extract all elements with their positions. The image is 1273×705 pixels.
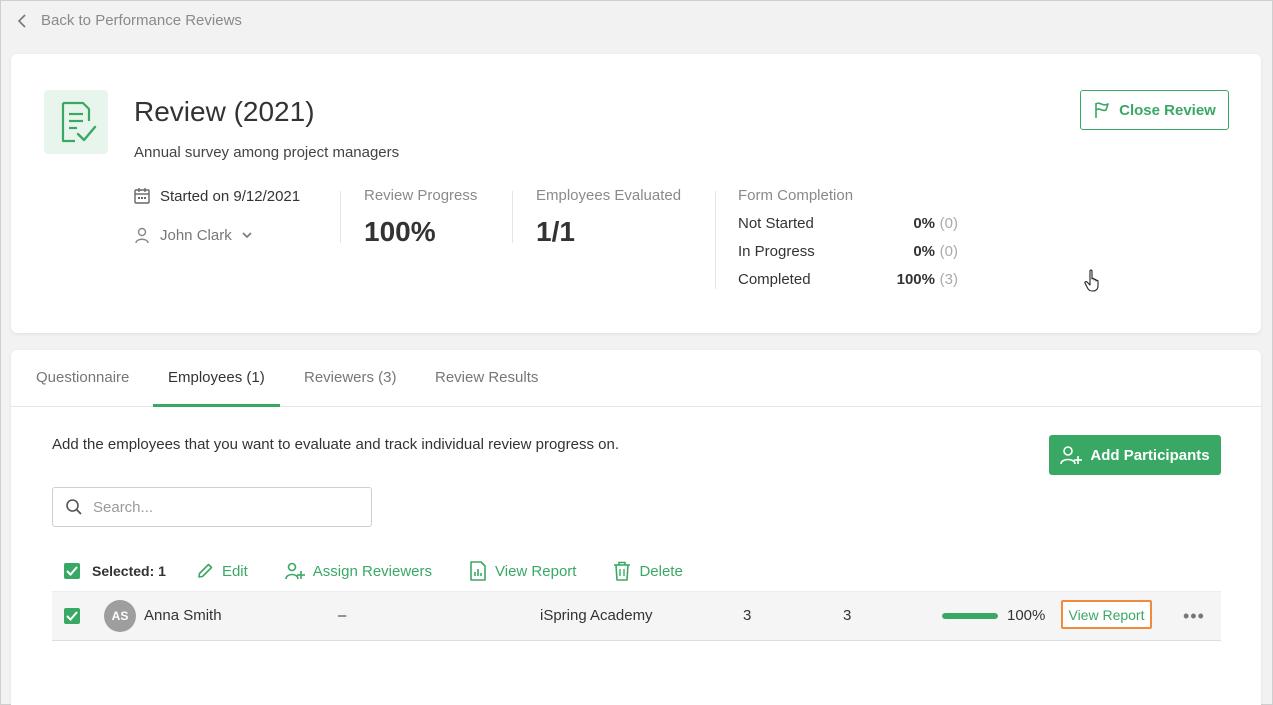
fc-label: In Progress [738, 243, 815, 260]
user-icon [135, 227, 149, 244]
start-date-text: Started on 9/12/2021 [160, 187, 301, 205]
form-completion-row-completed: Completed 100% (3) [738, 271, 958, 291]
employee-position: – [338, 607, 347, 624]
tab-reviewers[interactable]: Reviewers (3) [304, 369, 397, 386]
form-completion-row-in-progress: In Progress 0% (0) [738, 243, 958, 263]
report-icon [470, 561, 486, 581]
fc-percent: 0% [913, 243, 935, 260]
form-completion-row-not-started: Not Started 0% (0) [738, 215, 958, 235]
add-user-icon [284, 562, 305, 580]
fc-percent: 0% [913, 215, 935, 232]
table-row[interactable]: AS Anna Smith – iSpring Academy 3 3 100%… [52, 591, 1221, 641]
review-header-card: Review (2021) Annual survey among projec… [11, 54, 1261, 333]
calendar-icon [134, 188, 150, 204]
employees-panel: Questionnaire Employees (1) Reviewers (3… [11, 350, 1261, 705]
close-review-button[interactable]: Close Review [1080, 90, 1229, 130]
review-document-icon [44, 90, 108, 154]
fc-count: (3) [939, 271, 958, 288]
add-participants-label: Add Participants [1090, 446, 1210, 464]
add-user-icon [1060, 446, 1083, 465]
select-all-checkbox[interactable] [64, 563, 80, 579]
avatar: AS [104, 600, 136, 632]
bulk-action-bar: Selected: 1 Edit Assign Reviewers [64, 559, 683, 583]
checkmark-icon [66, 566, 78, 576]
fc-label: Not Started [738, 215, 814, 232]
fc-label: Completed [738, 271, 811, 288]
row-view-report-link[interactable]: View Report [1061, 600, 1152, 629]
search-input[interactable] [93, 498, 353, 516]
selected-count: Selected: 1 [92, 563, 166, 579]
tab-review-results[interactable]: Review Results [435, 369, 539, 386]
employees-evaluated-label: Employees Evaluated [536, 187, 682, 204]
more-options-icon[interactable]: ••• [1183, 606, 1205, 626]
chevron-down-icon [242, 232, 252, 239]
assign-reviewers-label: Assign Reviewers [312, 562, 433, 580]
pencil-icon [198, 563, 213, 578]
fc-count: (0) [939, 215, 958, 232]
owner-name: John Clark [160, 226, 232, 244]
back-link-label: Back to Performance Reviews [41, 12, 242, 29]
trash-icon [614, 561, 631, 581]
search-icon [66, 499, 82, 515]
delete-button[interactable]: Delete [613, 561, 683, 581]
employee-progress-percent: 100% [1007, 607, 1046, 624]
employee-department: iSpring Academy [540, 607, 653, 624]
review-owner-dropdown[interactable]: John Clark [133, 226, 253, 244]
edit-button[interactable]: Edit [196, 562, 248, 580]
divider [715, 191, 716, 289]
employee-column-value: 3 [843, 607, 852, 624]
review-subtitle: Annual survey among project managers [134, 144, 400, 161]
employee-progress-bar [942, 613, 998, 619]
row-checkbox[interactable] [64, 608, 80, 624]
active-tab-indicator [153, 404, 280, 407]
checkmark-icon [66, 611, 78, 621]
document-check-icon [61, 101, 97, 143]
review-tabs: Questionnaire Employees (1) Reviewers (3… [11, 350, 1261, 407]
employees-evaluated-value: 1/1 [536, 216, 575, 247]
flag-icon [1095, 102, 1109, 118]
fc-count: (0) [939, 243, 958, 260]
fc-percent: 100% [896, 271, 935, 288]
tab-questionnaire[interactable]: Questionnaire [36, 369, 130, 386]
hand-cursor-icon [1084, 269, 1099, 292]
employee-name: Anna Smith [144, 607, 222, 624]
view-report-button[interactable]: View Report [469, 561, 576, 581]
employee-search [52, 487, 372, 527]
review-start-date: Started on 9/12/2021 [133, 187, 300, 205]
employees-description: Add the employees that you want to evalu… [52, 436, 619, 453]
employee-column-value: 3 [743, 607, 752, 624]
review-title: Review (2021) [134, 96, 315, 127]
progress-fill [942, 613, 998, 619]
form-completion-label: Form Completion [738, 187, 854, 204]
add-participants-button[interactable]: Add Participants [1049, 435, 1221, 475]
chevron-left-icon [17, 13, 26, 28]
view-report-label: View Report [495, 562, 577, 580]
divider [512, 191, 513, 243]
back-to-reviews-link[interactable]: Back to Performance Reviews [17, 12, 242, 29]
divider [340, 191, 341, 243]
tab-employees[interactable]: Employees (1) [168, 369, 265, 386]
delete-label: Delete [639, 562, 683, 580]
assign-reviewers-button[interactable]: Assign Reviewers [284, 561, 433, 581]
edit-label: Edit [221, 562, 248, 580]
close-review-label: Close Review [1119, 101, 1216, 119]
review-progress-label: Review Progress [364, 187, 478, 204]
review-progress-value: 100% [364, 216, 436, 247]
